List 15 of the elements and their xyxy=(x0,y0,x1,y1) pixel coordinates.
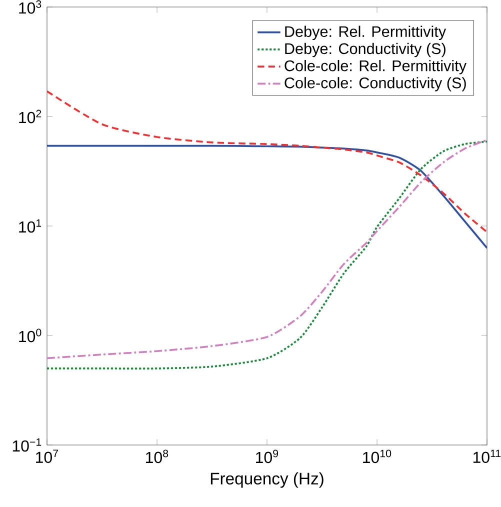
y-tick-label: 10$^{1}$ xyxy=(19,219,42,233)
y-tick-label: 10$^{2}$ xyxy=(19,110,42,124)
x-tick-label: 10$^{7}$ xyxy=(36,450,58,463)
x-tick-label: 10$^{8}$ xyxy=(146,450,168,464)
legend-label: Debye: Conductivity (S) xyxy=(285,42,446,58)
legend-label: Cole-cole: Conductivity (S) xyxy=(284,77,466,92)
x-tick-label: 10$^{9}$ xyxy=(256,450,278,464)
legend-label: Debye: Rel. Permittivity xyxy=(285,26,446,40)
y-tick-label: 10$^{3}$ xyxy=(19,0,42,14)
x-axis-title: Frequency (Hz) xyxy=(210,472,324,488)
legend-label: Cole-cole: Rel. Permittivity xyxy=(284,60,467,74)
x-tick-label: 10$^{10}$ xyxy=(363,450,392,464)
y-tick-label: 10$^{−1}$ xyxy=(12,438,42,452)
y-tick-label: 10$^{0}$ xyxy=(19,328,42,342)
x-tick-label: 10$^{11}$ xyxy=(473,450,501,463)
